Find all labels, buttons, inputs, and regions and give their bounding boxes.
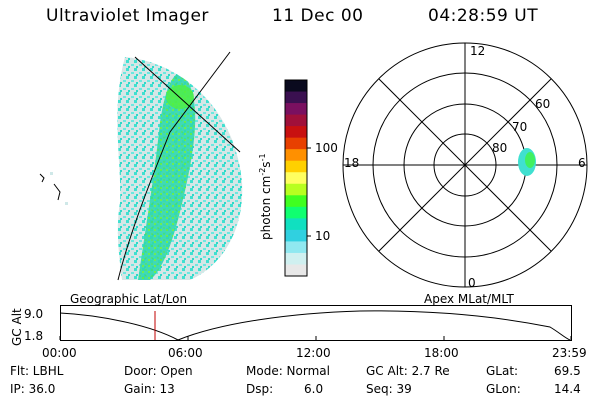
geographic-caption: Geographic Lat/Lon xyxy=(70,292,188,306)
colorbar-band xyxy=(285,218,307,231)
instrument-title: Ultraviolet Imager xyxy=(46,6,209,26)
altitude-xtick-0000: 00:00 xyxy=(42,346,77,360)
altitude-ytick-1-8: 1.8 xyxy=(24,329,44,343)
info-gain: Gain: 13 xyxy=(124,382,175,396)
mlt-label-18: 18 xyxy=(344,156,360,170)
info-seq: Seq: 39 xyxy=(366,382,412,396)
lat-label-70: 70 xyxy=(512,120,528,134)
info-gcalt: GC Alt: 2.7 Re xyxy=(366,364,450,378)
lat-label-60: 60 xyxy=(535,97,551,111)
colorbar-band xyxy=(285,114,307,127)
colorbar-band xyxy=(285,137,307,150)
colorbar-band xyxy=(285,149,307,162)
colorbar-band xyxy=(285,172,307,185)
apex-caption: Apex MLat/MLT xyxy=(424,292,514,306)
colorbar-band xyxy=(285,126,307,139)
info-glon-value: 14.4 xyxy=(554,382,581,396)
info-glon-label: GLon: xyxy=(486,382,521,396)
colorbar-band xyxy=(285,206,307,219)
colorbar-band xyxy=(285,241,307,254)
colorbar-band xyxy=(285,160,307,173)
mlt-label-12: 12 xyxy=(470,44,486,58)
colorbar-band xyxy=(285,252,307,265)
altitude-plot xyxy=(59,305,572,341)
altitude-ylabel: GC Alt xyxy=(10,308,24,346)
geographic-image xyxy=(39,51,243,281)
altitude-ytick-9: 9.0 xyxy=(24,307,44,321)
polar-plot xyxy=(342,42,588,288)
altitude-xtick-2359: 23:59 xyxy=(552,346,587,360)
info-glat-value: 69.5 xyxy=(554,364,581,378)
colorbar-band xyxy=(285,229,307,242)
altitude-xtick-1800: 18:00 xyxy=(424,346,459,360)
lat-label-80: 80 xyxy=(492,141,508,155)
date-label: 11 Dec 00 xyxy=(272,6,364,26)
info-mode: Mode: Normal xyxy=(246,364,330,378)
altitude-xtick-1200: 12:00 xyxy=(296,346,331,360)
info-ip: IP: 36.0 xyxy=(10,382,56,396)
mlt-label-6: 6 xyxy=(578,156,586,170)
colorbar xyxy=(284,79,311,277)
colorbar-unit-label: photon cm-2s-1 xyxy=(258,153,273,240)
time-label: 04:28:59 UT xyxy=(428,6,539,26)
colorbar-tick-100: 100 xyxy=(315,141,338,155)
colorbar-band xyxy=(285,91,307,104)
colorbar-tick-10: 10 xyxy=(315,229,331,243)
info-flt: Flt: LBHL xyxy=(10,364,64,378)
colorbar-band xyxy=(285,103,307,116)
colorbar-band xyxy=(285,195,307,208)
info-glat-label: GLat: xyxy=(486,364,519,378)
info-dsp-label: Dsp: xyxy=(246,382,274,396)
info-door: Door: Open xyxy=(124,364,193,378)
colorbar-band xyxy=(285,80,307,93)
info-dsp-value: 6.0 xyxy=(304,382,324,396)
colorbar-band xyxy=(285,183,307,196)
colorbar-band xyxy=(285,264,307,277)
altitude-xtick-0600: 06:00 xyxy=(168,346,203,360)
mlt-label-0: 0 xyxy=(468,276,476,290)
